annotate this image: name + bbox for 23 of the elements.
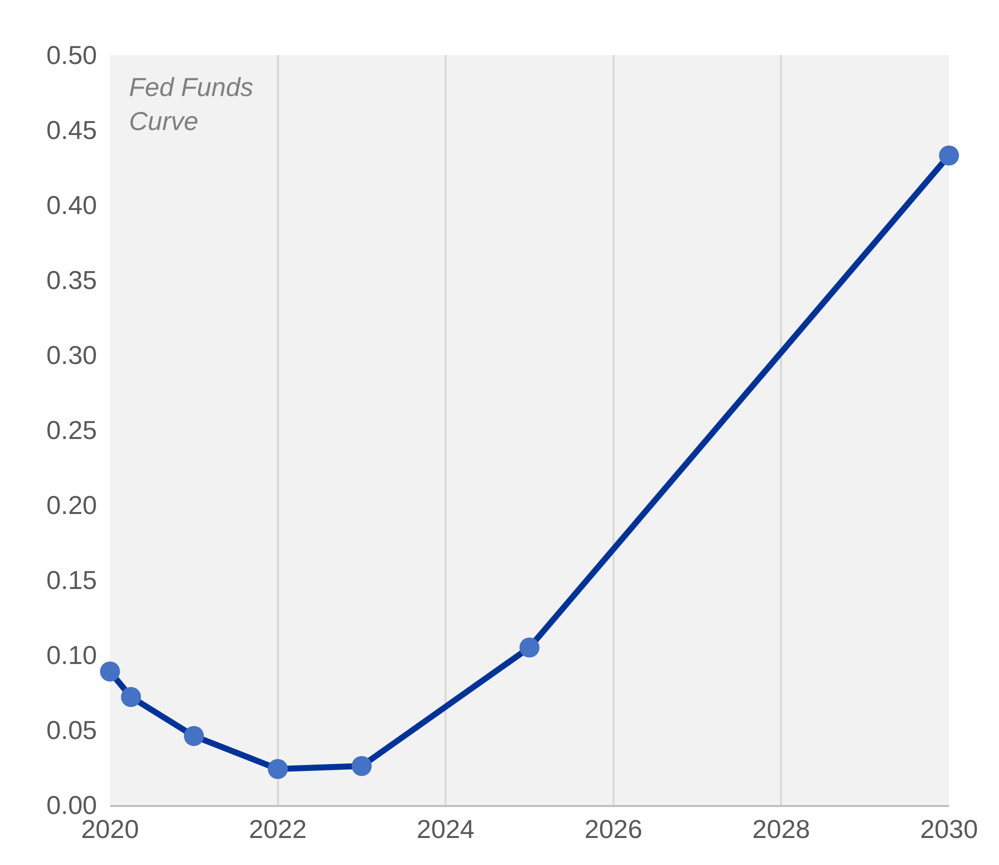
point	[352, 756, 372, 776]
point	[184, 726, 204, 746]
point	[100, 662, 120, 682]
y-tick-label: 0.10	[46, 640, 97, 670]
x-tick-label: 2024	[416, 814, 475, 844]
point	[268, 759, 288, 779]
x-tick-label: 2026	[584, 814, 642, 844]
point	[520, 638, 540, 658]
point	[120, 687, 141, 707]
y-tick-label: 0.40	[46, 190, 97, 220]
y-tick-label: 0.50	[46, 40, 97, 70]
point	[939, 146, 959, 166]
x-tick-label: 2028	[752, 814, 810, 844]
annotation: Fed Funds Curve	[129, 72, 254, 136]
y-tick-label: 0.30	[46, 340, 97, 370]
y-tick-label: 0.15	[46, 565, 97, 596]
y-tick-label: 0.05	[46, 715, 97, 746]
y-tick-label: 0.25	[46, 415, 97, 446]
y-tick-label: 0.45	[46, 115, 97, 146]
y-tick-label: 0.35	[46, 265, 97, 296]
y-tick-label: 0.20	[46, 490, 97, 520]
x-tick-label: 2030	[920, 814, 978, 844]
x-tick-label: 2022	[248, 814, 307, 844]
